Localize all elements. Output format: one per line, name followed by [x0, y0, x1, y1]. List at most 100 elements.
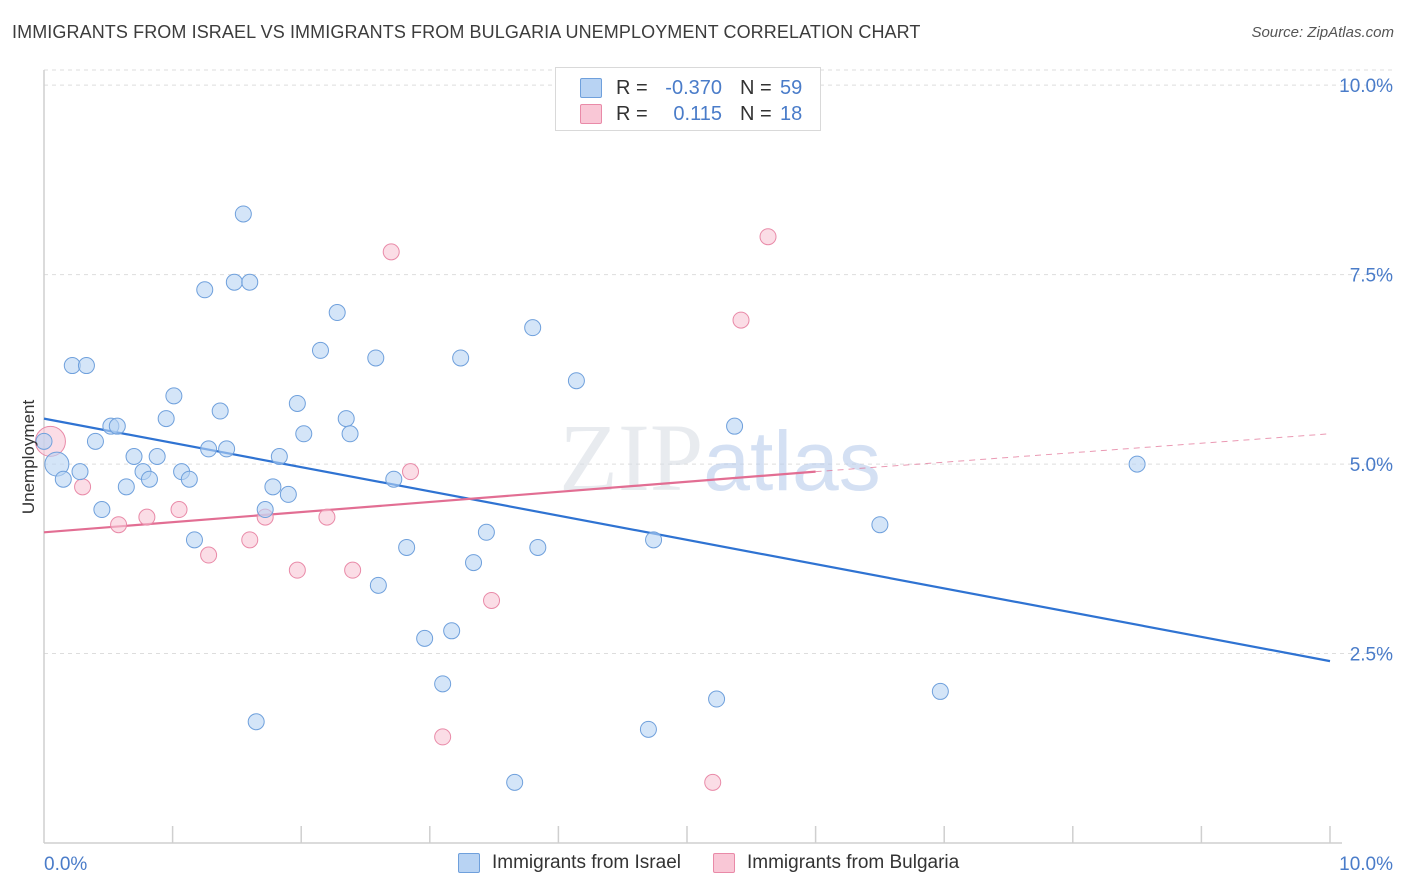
israel-point: [256, 501, 274, 519]
israel-point: [524, 319, 542, 337]
israel-point: [241, 273, 259, 291]
grid-lines: [44, 69, 1393, 655]
israel-point: [125, 448, 143, 465]
bulgaria-point: [241, 531, 259, 549]
y-tick-label: 5.0%: [1350, 455, 1393, 476]
israel-point: [311, 341, 329, 359]
israel-point: [86, 432, 104, 450]
y-tick-labels: 2.5% 5.0% 7.5% 10.0%: [1339, 76, 1393, 665]
legend-row-bulgaria: R = 0.115 N = 18: [580, 102, 802, 126]
israel-point: [416, 629, 434, 647]
y-tick-label: 2.5%: [1350, 645, 1393, 666]
israel-point: [341, 425, 359, 443]
israel-point: [117, 478, 135, 496]
israel-point: [218, 440, 236, 458]
legend-r-value: 0.115: [673, 102, 722, 125]
bulgaria-legend-label: Immigrants from Bulgaria: [746, 852, 960, 873]
israel-point: [726, 417, 744, 435]
y-tick-label: 7.5%: [1350, 266, 1393, 287]
israel-point: [200, 440, 218, 458]
israel-point: [196, 281, 214, 299]
israel-point: [931, 682, 949, 700]
israel-point: [77, 357, 95, 375]
legend-r-label: R =: [616, 102, 648, 125]
israel-point: [108, 417, 126, 435]
bulgaria-trend-line: [43, 470, 816, 534]
y-axis-title: Unemployment: [19, 400, 38, 515]
legend-n-value: 18: [780, 102, 803, 125]
bulgaria-point: [483, 591, 501, 609]
israel-point: [398, 538, 416, 556]
israel-point: [148, 448, 166, 465]
bulgaria-point: [318, 508, 336, 526]
bulgaria-point: [759, 228, 777, 246]
bulgaria-point: [170, 501, 188, 519]
legend-n-value: 59: [780, 76, 803, 99]
axes: [43, 70, 1342, 844]
israel-point: [465, 554, 483, 572]
bulgaria-point: [344, 561, 362, 579]
chart-title: IMMIGRANTS FROM ISRAEL VS IMMIGRANTS FRO…: [12, 22, 921, 42]
bulgaria-trend-extension: [815, 433, 1331, 473]
israel-legend-swatch: [458, 853, 480, 873]
bulgaria-swatch: [580, 104, 602, 124]
israel-point: [529, 538, 547, 556]
israel-point: [1128, 455, 1146, 473]
israel-point: [35, 432, 53, 450]
bulgaria-point: [434, 728, 452, 746]
israel-point: [567, 372, 585, 390]
bulgaria-point: [138, 508, 156, 526]
legend-n-label: N =: [740, 102, 772, 125]
israel-point: [234, 205, 252, 223]
israel-point: [506, 773, 524, 791]
x-tick-label: 10.0%: [1339, 854, 1393, 875]
bulgaria-point: [74, 478, 92, 496]
legend-box: R = -0.370 N = 59 R = 0.115 N = 18: [555, 67, 821, 131]
bulgaria-point: [704, 773, 722, 791]
bulgaria-point: [288, 561, 306, 579]
bottom-legend: Immigrants from Israel Immigrants from B…: [458, 852, 991, 874]
israel-point: [871, 516, 889, 534]
israel-swatch: [580, 78, 602, 98]
legend-n-label: N =: [740, 76, 772, 99]
bulgaria-point: [402, 463, 420, 481]
israel-point: [328, 304, 346, 322]
israel-point: [157, 410, 175, 428]
bulgaria-points: [34, 228, 777, 791]
bulgaria-point: [200, 546, 218, 564]
israel-points: [35, 205, 1146, 791]
israel-point: [477, 523, 495, 541]
x-ticks: [171, 826, 1331, 843]
bulgaria-point: [732, 311, 750, 329]
israel-point: [645, 531, 663, 549]
legend-item-bulgaria: Immigrants from Bulgaria: [712, 852, 960, 874]
x-tick-label: 0.0%: [44, 854, 87, 875]
israel-point: [443, 622, 461, 640]
israel-point: [434, 675, 452, 693]
trend-lines: [43, 417, 1331, 663]
israel-point: [264, 478, 282, 496]
israel-point: [180, 470, 198, 488]
israel-point: [452, 349, 470, 367]
israel-point: [385, 470, 403, 488]
israel-point: [93, 501, 111, 519]
israel-legend-label: Immigrants from Israel: [492, 852, 681, 873]
x-tick-labels: 0.0% 10.0%: [44, 854, 1393, 875]
israel-point: [225, 273, 243, 291]
watermark: ZIPatlas: [559, 404, 880, 511]
israel-point: [708, 690, 726, 708]
israel-point: [369, 576, 387, 594]
legend-r-label: R =: [616, 76, 648, 99]
israel-point: [367, 349, 385, 367]
bulgaria-point: [110, 516, 128, 534]
israel-point: [247, 713, 265, 731]
legend-item-israel: Immigrants from Israel: [458, 852, 681, 874]
legend-r-value: -0.370: [665, 76, 722, 99]
israel-point: [63, 357, 81, 375]
israel-trend-line: [43, 417, 1331, 663]
israel-point: [639, 720, 657, 738]
israel-point: [165, 387, 183, 405]
legend-row-israel: R = -0.370 N = 59: [580, 76, 802, 100]
israel-point: [140, 470, 158, 488]
israel-point: [279, 485, 297, 503]
